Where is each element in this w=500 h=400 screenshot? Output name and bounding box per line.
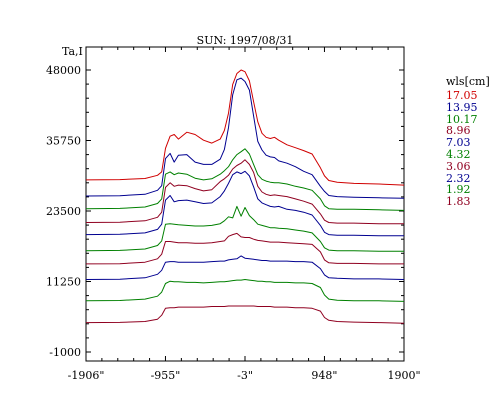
plot-frame — [85, 46, 405, 362]
legend-entry: 1.92 — [446, 183, 471, 197]
legend-entry: 2.32 — [446, 171, 471, 185]
series-line — [85, 69, 405, 186]
legend-entry: 3.06 — [446, 159, 471, 173]
x-tick-label: -955" — [151, 369, 181, 382]
legend-entry: 13.95 — [446, 100, 478, 114]
legend: 17.05 13.95 10.17 8.96 7.03 4.32 3.06 2.32 1.92 1… — [446, 90, 478, 208]
x-tick-label: 948" — [311, 369, 337, 382]
y-axis-label: Ta,I — [62, 45, 83, 58]
series-line — [85, 232, 404, 265]
legend-entry: 8.96 — [446, 124, 471, 138]
legend-entry: 17.05 — [446, 89, 478, 102]
series-line — [85, 159, 404, 225]
x-tick-label: -1906" — [68, 369, 105, 382]
series-layer — [85, 69, 405, 324]
y-tick-label: 11250 — [46, 276, 81, 289]
y-tick-label: -1000 — [49, 346, 81, 359]
chart-title: SUN: 1997/08/31 — [197, 34, 294, 47]
legend-entry: 7.03 — [446, 136, 471, 150]
series-line — [85, 77, 405, 199]
y-tick-label: 35750 — [46, 135, 81, 148]
legend-entry: 4.32 — [446, 147, 471, 161]
series-line — [85, 279, 405, 302]
legend-title: wls[cm] — [446, 75, 490, 88]
y-axis: -1000 11250 23500 35750 48000 — [46, 64, 404, 359]
x-axis: -1906" -955" -3" 948" 1900" — [68, 47, 421, 382]
x-tick-label: 1900" — [387, 369, 420, 382]
series-line — [85, 305, 405, 324]
legend-entry: 10.17 — [446, 112, 478, 126]
series-line — [85, 170, 404, 237]
y-tick-label: 48000 — [46, 64, 81, 77]
y-tick-label: 23500 — [46, 205, 81, 218]
x-tick-label: -3" — [237, 369, 253, 382]
series-line — [85, 148, 405, 211]
series-line — [85, 205, 404, 252]
series-line — [85, 255, 405, 280]
legend-entry: 1.83 — [446, 195, 471, 209]
